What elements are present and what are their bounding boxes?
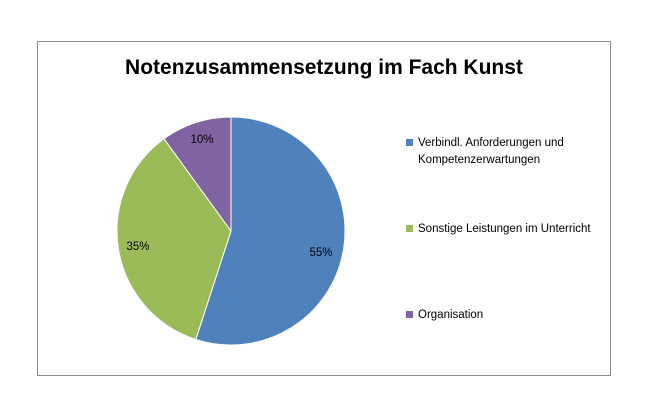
pie-slice <box>195 116 346 346</box>
data-label: 55% <box>309 247 332 259</box>
chart-title: Notenzusammensetzung im Fach Kunst <box>125 56 523 79</box>
legend-item-sonstige: Sonstige Leistungen im Unterricht <box>406 221 611 238</box>
legend-swatch <box>406 139 413 146</box>
legend-label: Verbindl. Anforderungen und Kompetenzerw… <box>418 137 564 166</box>
legend-swatch <box>406 225 413 232</box>
data-label: 10% <box>190 134 213 146</box>
legend-swatch <box>406 311 413 318</box>
data-label: 35% <box>126 241 149 253</box>
legend-label: Sonstige Leistungen im Unterricht <box>418 223 591 235</box>
legend-item-organisation: Organisation <box>406 307 611 324</box>
legend-item-anforderungen: Verbindl. Anforderungen und Kompetenzerw… <box>406 135 611 169</box>
legend-label: Organisation <box>418 309 484 321</box>
pie-slice <box>116 138 232 341</box>
chart-frame: Notenzusammensetzung im Fach Kunst 55% 35… <box>37 41 611 376</box>
pie-slice <box>163 116 232 233</box>
pie-chart: 55% 35% 10% <box>116 116 346 346</box>
